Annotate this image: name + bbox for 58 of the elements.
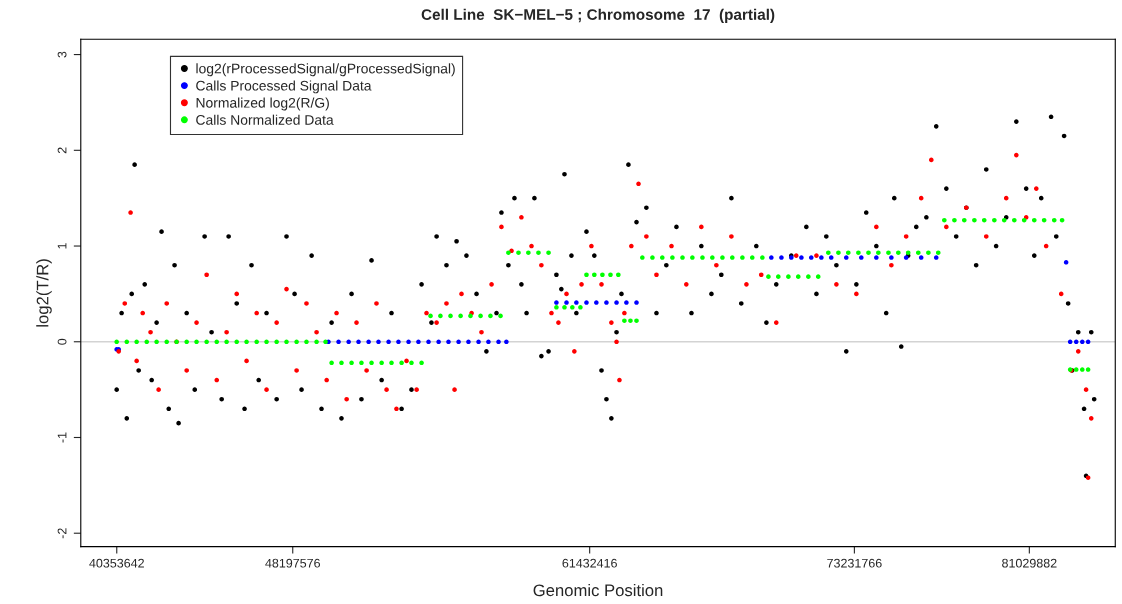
y-tick-label: 3 xyxy=(57,51,67,58)
legend-label: log2(rProcessedSignal/gProcessedSignal) xyxy=(196,63,455,77)
x-tick-label: 81029882 xyxy=(1002,558,1057,568)
y-tick-label: 0 xyxy=(57,338,67,345)
point xyxy=(406,339,411,345)
point xyxy=(779,255,784,260)
point xyxy=(346,339,351,345)
point xyxy=(614,300,619,305)
point xyxy=(594,300,599,305)
point xyxy=(843,255,849,260)
point xyxy=(426,339,431,345)
point xyxy=(554,300,559,305)
point xyxy=(366,339,371,345)
point xyxy=(476,339,481,345)
point xyxy=(799,255,804,260)
point xyxy=(486,339,491,345)
point xyxy=(336,339,341,345)
point xyxy=(466,339,471,345)
y-tick-label: -2 xyxy=(57,528,67,539)
point xyxy=(456,339,461,345)
point xyxy=(634,300,639,305)
point xyxy=(574,300,579,305)
point xyxy=(356,339,361,345)
point xyxy=(918,255,924,260)
x-tick-label: 61432416 xyxy=(562,558,617,568)
point xyxy=(496,339,501,345)
point xyxy=(819,255,824,260)
x-tick-label: 40353642 xyxy=(89,558,144,568)
point xyxy=(504,339,509,345)
x-tick-label: 73231766 xyxy=(827,558,882,568)
y-tick-label: 1 xyxy=(57,243,67,249)
point xyxy=(874,255,879,260)
x-tick-label: 48197576 xyxy=(265,558,320,568)
point xyxy=(396,339,401,345)
y-tick-label: 2 xyxy=(57,147,67,154)
point xyxy=(564,300,569,305)
legend-label: Calls Normalized Data xyxy=(196,114,334,125)
point xyxy=(769,255,774,260)
point xyxy=(828,255,834,260)
y-tick-label: -1 xyxy=(57,432,67,443)
point xyxy=(859,255,864,260)
point xyxy=(376,339,381,345)
x-axis-title: Genomic Position xyxy=(533,583,663,597)
point xyxy=(446,339,451,345)
point xyxy=(1079,339,1085,345)
legend-label: Normalized log2(R/G) xyxy=(196,97,329,111)
point xyxy=(624,300,629,305)
point xyxy=(584,300,589,305)
chart-title: Cell Line SK−MEL−5 ; Chromosome 17 (partial) xyxy=(421,8,775,23)
point xyxy=(933,255,939,260)
point xyxy=(889,255,894,260)
legend-label: Calls Processed Signal Data xyxy=(196,80,372,94)
y-axis-title: log2(T/R) xyxy=(36,259,52,327)
point xyxy=(436,339,441,345)
point xyxy=(808,255,814,260)
point xyxy=(604,300,609,305)
point xyxy=(416,339,421,345)
point xyxy=(386,339,391,345)
